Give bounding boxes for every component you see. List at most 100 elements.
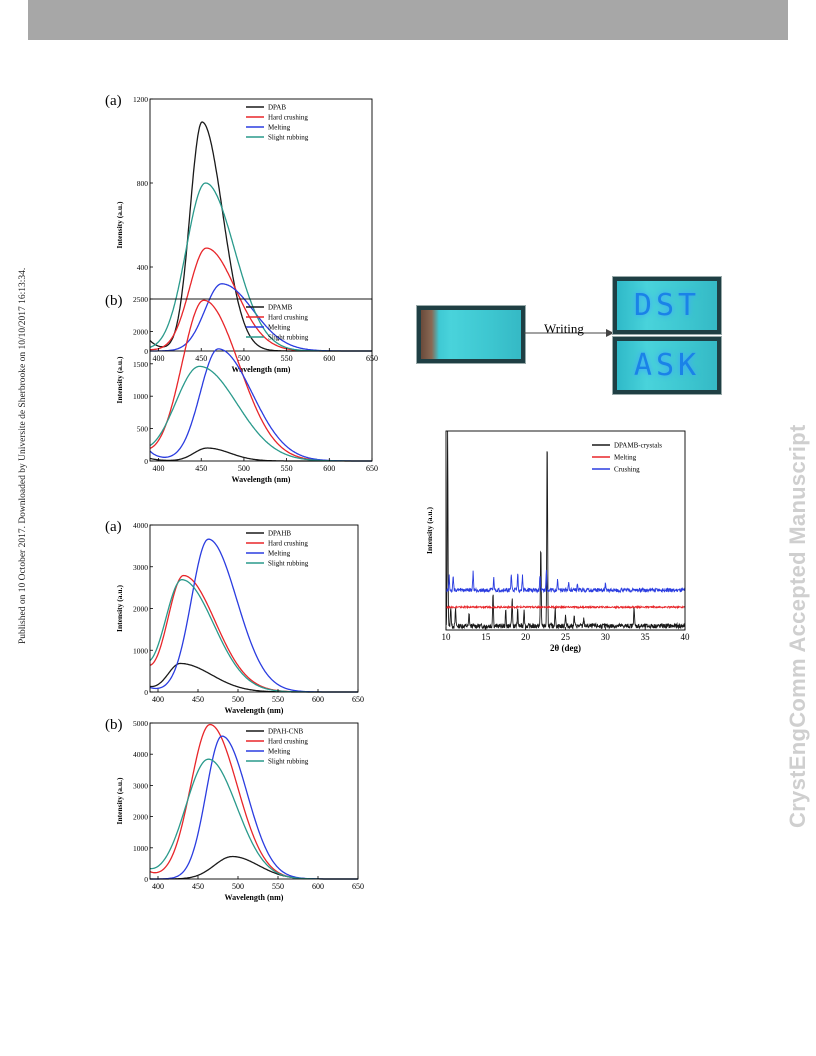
plot-frame (149, 722, 359, 880)
x-tick-label: 450 (192, 882, 204, 891)
legend-label: Hard crushing (268, 114, 308, 122)
y-tick-label: 3000 (133, 781, 148, 790)
chart-1: 400 450 500 550 600 65004008001200Wavelength … (105, 93, 378, 374)
legend-label: Slight rubbing (268, 334, 309, 342)
x-tick-label: 550 (281, 464, 293, 473)
x-tick-label: 550 (272, 695, 284, 704)
series-line-3 (150, 735, 358, 880)
y-tick-label: 1000 (133, 646, 148, 655)
y-tick-label: 3000 (133, 563, 148, 572)
x-tick-label: 20 (521, 632, 531, 642)
y-tick-label: 2500 (133, 295, 148, 304)
legend-label: Hard crushing (268, 314, 308, 322)
x-axis-label: Wavelength (nm) (232, 365, 291, 374)
legend-label: DPAMB (268, 304, 293, 312)
x-tick-label: 35 (641, 632, 651, 642)
legend-label: Melting (268, 124, 291, 132)
chart-4: 400 450 500 550 600 650 0 1000 2000 3000 4000 5000 W… (105, 717, 364, 902)
y-tick-label: 1000 (133, 844, 148, 853)
written-text-top: DST (633, 288, 701, 323)
y-axis-label: Intensity (a.u.) (115, 201, 124, 248)
legend-label: Hard crushing (268, 540, 308, 548)
x-tick-label: 500 (238, 464, 250, 473)
y-axis-label: Intensity (a.u.) (115, 777, 124, 824)
plot-frame (149, 98, 373, 352)
x-tick-label: 40 (681, 632, 691, 642)
y-tick-label: 800 (137, 179, 149, 188)
x-tick-label: 450 (192, 695, 204, 704)
x-tick-label: 600 (323, 354, 335, 363)
y-axis-label: Intensity (a.u.) (115, 356, 124, 403)
plot-frame (149, 298, 373, 462)
plot-frame (149, 524, 359, 693)
plot-frame (445, 430, 686, 631)
series-line-4 (149, 579, 358, 693)
header-bar (28, 0, 788, 40)
written-text-bottom: ASK (633, 348, 701, 383)
series-line-4 (149, 365, 372, 462)
panel-label: (b) (105, 293, 123, 309)
x-axis-label: 2θ (deg) (550, 643, 581, 653)
y-tick-label: 500 (137, 425, 149, 434)
x-tick-label: 500 (238, 354, 250, 363)
x-axis-label: Wavelength (nm) (225, 706, 284, 715)
legend-label: Hard crushing (268, 738, 308, 746)
x-tick-label: 500 (232, 882, 244, 891)
x-tick-label: 650 (366, 464, 378, 473)
legend-label: DPAHB (268, 530, 291, 538)
sample-photo-after-top: DST (612, 276, 722, 335)
y-tick-label: 1200 (133, 95, 148, 104)
series-line-3 (445, 569, 686, 594)
x-tick-label: 450 (195, 464, 207, 473)
publication-note: Published on 10 October 2017. Downloaded… (18, 267, 28, 644)
x-tick-label: 400 (153, 464, 165, 473)
chart-3: 400 450 500 550 600 650 0 1000 2000 3000 4000 Wavel… (105, 519, 364, 715)
manuscript-watermark: CrystEngComm Accepted Manuscript (785, 424, 810, 828)
legend-label: Melting (614, 454, 637, 462)
y-tick-label: 2000 (133, 605, 148, 614)
x-tick-label: 650 (352, 695, 364, 704)
panel-label: (b) (105, 717, 123, 733)
legend-label: DPAH-CNB (268, 728, 303, 736)
y-tick-label: 4000 (133, 521, 148, 530)
x-tick-label: 450 (195, 354, 207, 363)
legend-label: DPAMB-crystals (614, 442, 662, 450)
y-axis-label: Intensity (a.u.) (115, 585, 124, 632)
series-line-2 (445, 604, 686, 610)
photo-stain (421, 310, 439, 359)
y-tick-label: 2000 (133, 813, 148, 822)
x-tick-label: 10 (442, 632, 452, 642)
y-tick-label: 4000 (133, 750, 148, 759)
series-line-1 (445, 430, 686, 630)
y-tick-label: 1000 (133, 392, 148, 401)
legend-label: DPAB (268, 104, 286, 112)
legend-label: Slight rubbing (268, 560, 309, 568)
series-line-3 (149, 348, 372, 462)
sample-photo-after-bottom: ASK (612, 336, 722, 395)
y-tick-label: 0 (144, 457, 148, 466)
chart-5: 10 15 20 25 30 35 40 2θ (deg) Intensity (a.u.) DP… (425, 430, 691, 653)
y-axis-label: Intensity (a.u.) (425, 507, 434, 554)
x-tick-label: 400 (152, 695, 164, 704)
y-tick-label: 0 (144, 347, 148, 356)
chart-2: 400 450 500 550 600 650 0 500 1000 1500 2000 2500 Wa… (105, 293, 378, 484)
series-line-1 (150, 855, 358, 880)
series-line-1 (149, 662, 358, 693)
x-tick-label: 500 (232, 695, 244, 704)
photo-glow (617, 281, 717, 330)
x-tick-label: 600 (312, 882, 324, 891)
x-tick-label: 400 (152, 882, 164, 891)
legend-label: Melting (268, 324, 291, 332)
legend-label: Crushing (614, 466, 640, 474)
x-axis-label: Wavelength (nm) (232, 475, 291, 484)
y-tick-label: 400 (137, 263, 149, 272)
x-axis-label: Wavelength (nm) (225, 893, 284, 902)
y-tick-label: 2000 (133, 327, 148, 336)
y-tick-label: 5000 (133, 719, 148, 728)
x-tick-label: 550 (281, 354, 293, 363)
x-tick-label: 600 (312, 695, 324, 704)
x-tick-label: 600 (323, 464, 335, 473)
writing-label: Writing (544, 321, 584, 336)
panel-label: (a) (105, 93, 122, 109)
x-tick-label: 30 (601, 632, 611, 642)
